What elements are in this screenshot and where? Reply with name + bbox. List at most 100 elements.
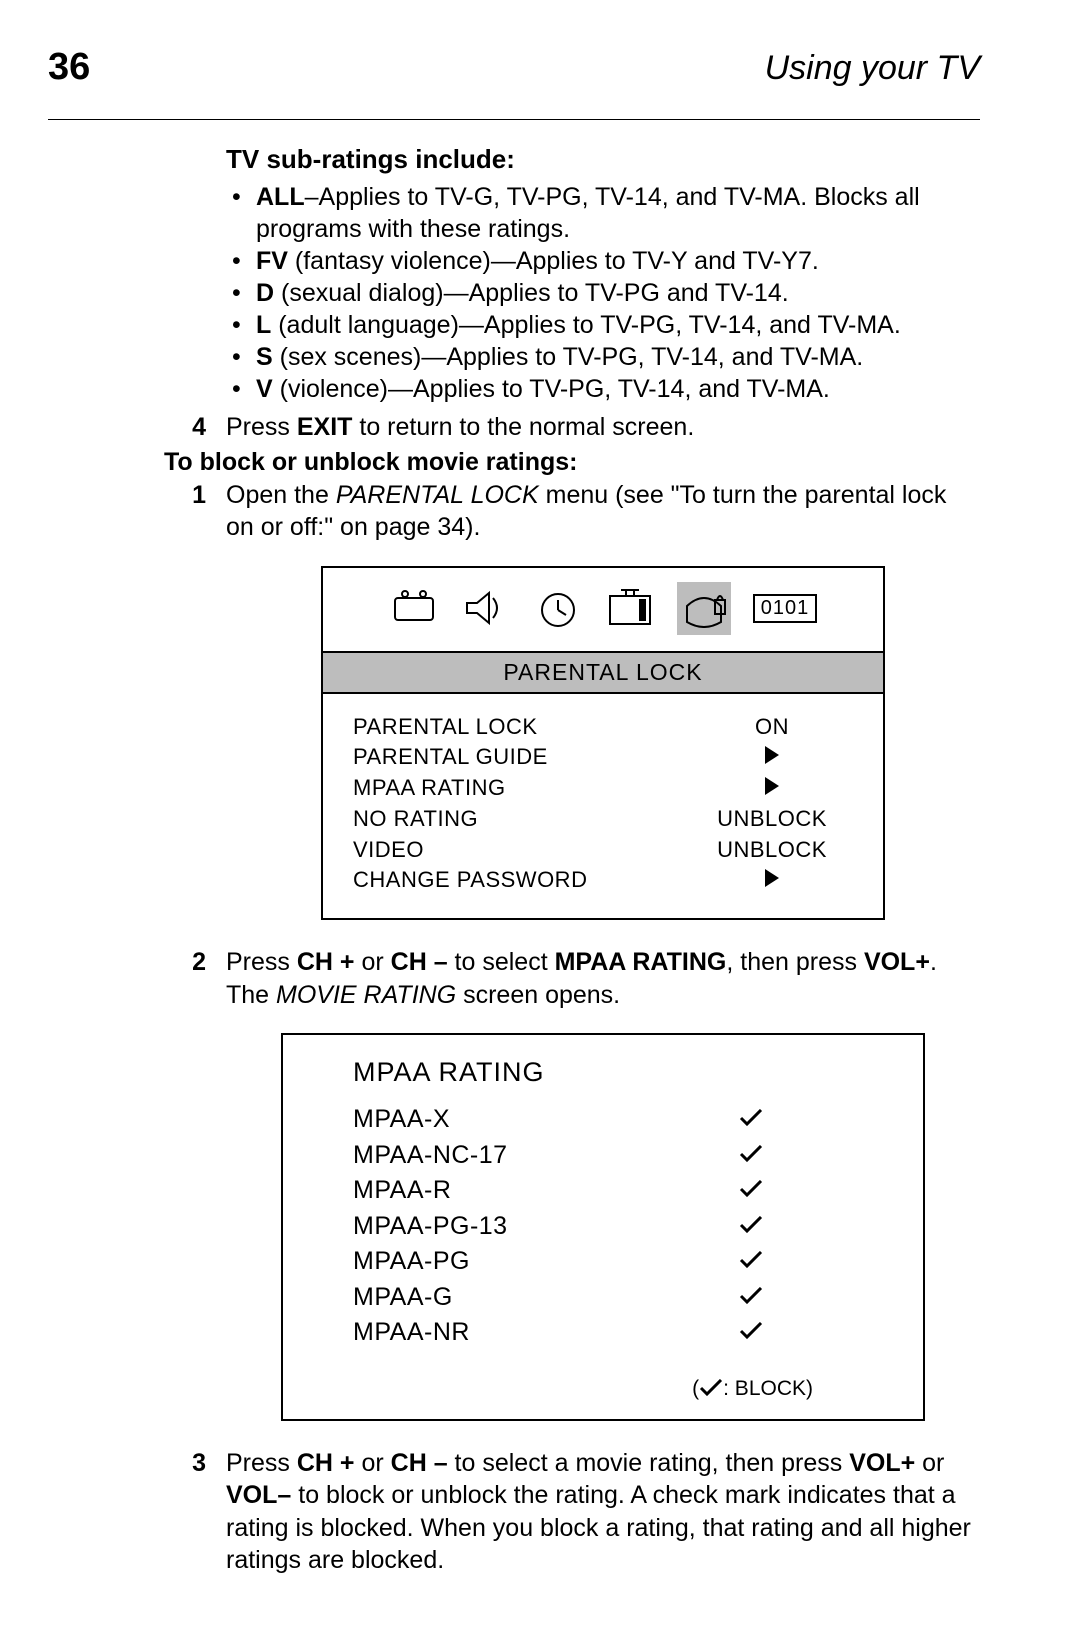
osd2-row: MPAA-R [353,1173,893,1209]
osd2-row: MPAA-X [353,1102,893,1138]
bullet-desc: (fantasy violence)—Applies to TV-Y and T… [288,247,819,275]
osd-value: UNBLOCK [717,804,827,835]
body-column: TV sub-ratings include: ALL–Applies to T… [226,144,980,444]
step-number: 3 [178,1447,206,1577]
osd2-row: MPAA-NR [353,1315,893,1351]
bullet-term: V [256,375,273,403]
osd-item: PARENTAL LOCK [353,712,587,743]
step-2: 2 Press CH + or CH – to select MPAA RATI… [226,946,980,1011]
bullet-item: L (adult language)—Applies to TV-PG, TV-… [226,309,980,341]
menu-name: PARENTAL LOCK [336,481,539,509]
manual-page: 36 Using your TV TV sub-ratings include:… [0,0,1080,1637]
screen-icon [605,586,655,630]
rating-label: MPAA-PG-13 [353,1209,508,1245]
bullet-desc: (violence)—Applies to TV-PG, TV-14, and … [273,375,830,403]
bullet-desc: (sex scenes)—Applies to TV-PG, TV-14, an… [273,343,864,371]
t: to block or unblock the rating. A check … [226,1481,971,1574]
osd-value: UNBLOCK [717,835,827,866]
rating-label: MPAA-PG [353,1244,470,1280]
step-number: 1 [178,479,206,544]
code-box: 0101 [753,594,818,623]
check-icon [739,1209,763,1227]
osd-item: PARENTAL GUIDE [353,742,587,773]
key-ch-minus: CH – [391,1449,448,1477]
bullet-term: FV [256,247,288,275]
step-number: 2 [178,946,206,1011]
check-icon [739,1244,763,1262]
lock-icon [679,584,729,628]
t: screen opens. [456,981,620,1009]
osd-item: NO RATING [353,804,587,835]
bullet-item: V (violence)—Applies to TV-PG, TV-14, an… [226,373,980,405]
osd-item: CHANGE PASSWORD [353,865,587,896]
t: Press [226,413,297,441]
sub-heading: TV sub-ratings include: [226,144,980,175]
step-3: 3 Press CH + or CH – to select a movie r… [226,1447,980,1577]
triangle-icon [765,742,779,773]
lock-icon-selected [677,582,731,635]
osd-left-col: PARENTAL LOCK PARENTAL GUIDE MPAA RATING… [353,712,587,897]
osd-item: VIDEO [353,835,587,866]
osd-parental-lock: 0101 PARENTAL LOCK PARENTAL LOCK PARENTA… [321,566,885,921]
check-icon [739,1315,763,1333]
t: to return to the normal screen. [352,413,694,441]
triangle-icon [765,773,779,804]
timer-icon [533,586,583,630]
bullet-list: ALL–Applies to TV-G, TV-PG, TV-14, and T… [226,181,980,405]
header-rule [48,119,980,120]
t: or [355,948,391,976]
bullet-term: S [256,343,273,371]
header-title: Using your TV [765,49,980,88]
bullet-item: D (sexual dialog)—Applies to TV-PG and T… [226,277,980,309]
legend-text: : BLOCK) [723,1377,813,1400]
page-number: 36 [48,46,90,89]
osd-title: PARENTAL LOCK [323,651,883,694]
osd-mpaa-rating: MPAA RATING MPAA-X MPAA-NC-17 MPAA-R MPA… [281,1033,925,1421]
check-icon [739,1280,763,1298]
t: to select a movie rating, then press [448,1449,850,1477]
bullet-item: ALL–Applies to TV-G, TV-PG, TV-14, and T… [226,181,980,245]
osd-value: ON [755,712,789,743]
bullet-term: ALL [256,183,305,211]
sound-icon [461,586,511,630]
bullet-term: D [256,279,274,307]
section-heading: To block or unblock movie ratings: [164,448,980,477]
osd-item: MPAA RATING [353,773,587,804]
osd2-row: MPAA-NC-17 [353,1138,893,1174]
bullet-item: S (sex scenes)—Applies to TV-PG, TV-14, … [226,341,980,373]
osd-body: PARENTAL LOCK PARENTAL GUIDE MPAA RATING… [323,694,883,919]
rating-label: MPAA-NR [353,1315,470,1351]
step-text: Press CH + or CH – to select MPAA RATING… [226,946,980,1011]
osd-right-col: ON UNBLOCK UNBLOCK [697,712,847,897]
osd2-row: MPAA-G [353,1280,893,1316]
key-ch-plus: CH + [297,948,355,976]
triangle-icon [765,865,779,896]
bullet-item: FV (fantasy violence)—Applies to TV-Y an… [226,245,980,277]
key-vol-plus: VOL+ [849,1449,915,1477]
check-icon [739,1173,763,1191]
t: or [915,1449,944,1477]
step-text: Open the PARENTAL LOCK menu (see "To tur… [226,479,980,544]
check-icon [739,1102,763,1120]
rating-label: MPAA-NC-17 [353,1138,508,1174]
step-number: 4 [178,411,206,444]
key-vol-plus: VOL+ [864,948,930,976]
step-1: 1 Open the PARENTAL LOCK menu (see "To t… [226,479,980,544]
t: , then press [726,948,864,976]
bullet-desc: (adult language)—Applies to TV-PG, TV-14… [271,311,901,339]
check-icon [699,1379,723,1397]
osd2-row: MPAA-PG [353,1244,893,1280]
t: Press [226,1449,297,1477]
step-4: 4 Press EXIT to return to the normal scr… [226,411,980,444]
check-icon [739,1138,763,1156]
osd2-title: MPAA RATING [353,1057,893,1088]
bullet-term: L [256,311,271,339]
picture-icon [389,586,439,630]
step-text: Press EXIT to return to the normal scree… [226,411,980,444]
t: Press [226,948,297,976]
key-ch-plus: CH + [297,1449,355,1477]
t: Open the [226,481,336,509]
key-exit: EXIT [297,413,353,441]
step-text: Press CH + or CH – to select a movie rat… [226,1447,980,1577]
t: to select [448,948,555,976]
